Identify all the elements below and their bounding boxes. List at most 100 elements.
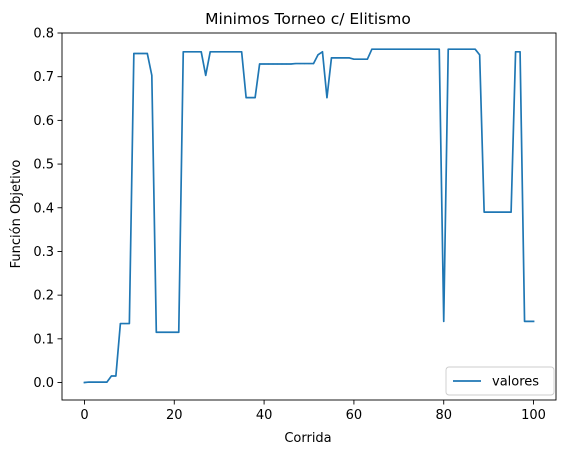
data-point	[124, 322, 126, 325]
data-point	[416, 48, 418, 50]
series-line-valores	[83, 48, 535, 384]
data-point	[182, 51, 184, 53]
data-point	[492, 211, 494, 213]
data-point	[241, 51, 243, 53]
y-axis: 0.0 0.1 0.2 0.3 0.4 0.5 0.6 0.7 0.8	[33, 27, 62, 391]
data-point	[479, 54, 481, 56]
x-tick-label: 60	[346, 408, 363, 423]
data-point	[434, 48, 436, 50]
data-point	[398, 48, 400, 50]
y-tick-label: 0.7	[33, 70, 54, 85]
data-point	[438, 48, 440, 50]
data-point	[263, 63, 265, 65]
legend-box	[445, 366, 555, 396]
data-point	[285, 63, 288, 65]
data-point	[447, 48, 449, 50]
data-point	[290, 63, 292, 65]
data-point	[452, 48, 454, 50]
data-point	[465, 48, 467, 50]
data-point	[308, 62, 310, 65]
data-point	[160, 331, 162, 333]
data-point	[88, 381, 90, 383]
data-point	[335, 57, 337, 59]
data-point	[380, 48, 382, 50]
data-point	[164, 331, 166, 333]
data-point	[474, 48, 476, 50]
data-point	[420, 48, 422, 50]
y-tick-label: 0.8	[33, 27, 54, 42]
data-point	[371, 48, 373, 50]
y-tick-label: 0.2	[33, 289, 54, 304]
data-point	[443, 320, 445, 322]
data-point	[303, 62, 306, 65]
legend: valores	[445, 366, 555, 396]
data-point	[281, 63, 283, 65]
data-point	[317, 54, 319, 56]
data-point	[92, 381, 95, 383]
data-point	[155, 331, 157, 333]
data-point	[119, 322, 121, 325]
data-point	[115, 375, 117, 377]
data-point	[384, 48, 386, 50]
data-point	[214, 51, 216, 53]
data-point	[402, 48, 404, 50]
data-point	[245, 97, 247, 99]
data-point	[97, 381, 99, 383]
x-tick-label: 100	[521, 408, 546, 423]
data-point	[532, 320, 535, 322]
data-point	[128, 322, 130, 325]
data-point	[209, 51, 211, 53]
data-point	[232, 51, 234, 53]
data-point	[191, 51, 193, 53]
x-tick-label: 0	[80, 408, 88, 423]
y-tick-label: 0.4	[33, 201, 54, 216]
data-point	[353, 58, 355, 60]
data-point	[133, 52, 135, 55]
data-point	[254, 97, 256, 99]
legend-label-valores: valores	[492, 375, 539, 390]
data-point	[470, 48, 472, 50]
data-point	[299, 62, 301, 65]
data-point	[497, 211, 499, 213]
data-point	[173, 331, 175, 333]
data-point	[169, 331, 171, 333]
data-point	[523, 320, 526, 322]
data-point	[259, 63, 261, 65]
data-point	[506, 211, 508, 213]
data-point	[187, 51, 189, 53]
data-point	[344, 57, 346, 59]
data-point	[461, 48, 463, 50]
data-point	[488, 211, 490, 213]
data-point	[276, 63, 279, 65]
data-point	[330, 57, 333, 59]
x-tick-label: 20	[166, 408, 183, 423]
data-point	[483, 211, 485, 213]
y-tick-label: 0.0	[33, 376, 54, 391]
x-tick-label: 80	[435, 408, 452, 423]
data-point	[250, 97, 252, 99]
data-point	[366, 58, 368, 60]
data-point	[83, 381, 86, 384]
data-point	[393, 48, 395, 50]
data-point	[223, 51, 225, 53]
data-point	[407, 48, 409, 50]
data-point	[272, 63, 274, 65]
y-tick-label: 0.6	[33, 114, 54, 129]
data-point	[375, 48, 377, 50]
data-point	[348, 57, 351, 59]
data-point	[514, 51, 517, 53]
data-point	[321, 51, 324, 53]
data-point	[429, 48, 431, 50]
data-point	[389, 48, 391, 50]
data-point	[519, 51, 521, 53]
y-tick-label: 0.3	[33, 245, 54, 260]
data-point	[339, 57, 342, 59]
data-point	[312, 62, 315, 65]
data-point	[151, 74, 153, 76]
y-tick-label: 0.5	[33, 158, 54, 173]
data-point	[528, 320, 530, 322]
data-point	[205, 74, 207, 76]
data-point	[362, 58, 364, 60]
data-point	[106, 381, 108, 383]
data-point	[218, 51, 220, 53]
